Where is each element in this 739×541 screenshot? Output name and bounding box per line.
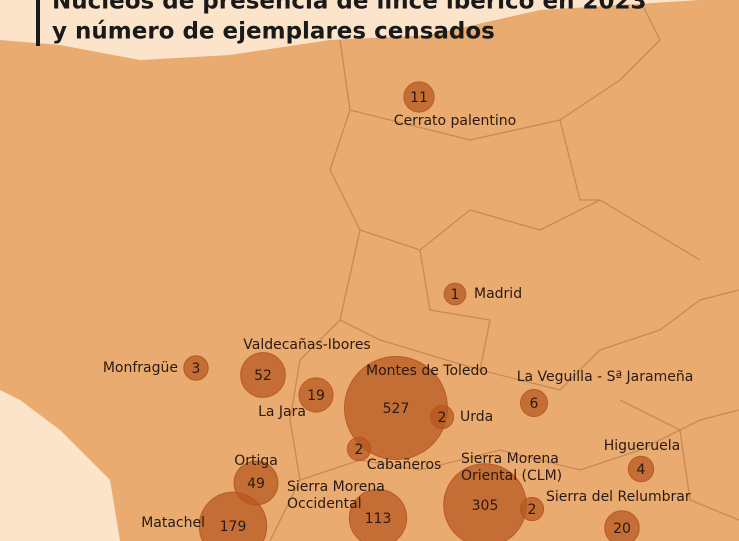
nucleus-label: Montes de Toledo [366, 363, 488, 379]
bubble-count: 1 [451, 287, 460, 303]
nucleus-label: Sierra del Relumbrar [546, 489, 691, 505]
bubble [183, 355, 209, 381]
borders [269, 0, 739, 541]
bubble [627, 455, 655, 483]
bubble-count: 305 [472, 498, 499, 514]
nucleus-label: Monfragüe [103, 360, 178, 376]
bubble [519, 496, 545, 522]
bubble-count: 179 [220, 519, 247, 535]
bubble [240, 352, 286, 398]
bubble [443, 282, 467, 306]
nucleus-label: Valdecañas-Ibores [243, 337, 370, 353]
nucleus-label: Higueruela [604, 438, 681, 454]
bubble-count: 113 [365, 511, 392, 527]
bubble-count: 49 [247, 476, 265, 492]
nucleus-label: Ortiga [234, 453, 278, 469]
bubble [198, 491, 268, 541]
bubble-count: 52 [254, 368, 272, 384]
nucleus-label: Madrid [474, 286, 522, 302]
bubble [519, 388, 549, 418]
title-line: Núcleos de presencia de lince ibérico en… [52, 0, 647, 15]
bubble-count: 4 [637, 462, 646, 478]
title-bar [36, 0, 40, 46]
title-line: y número de ejemplares censados [52, 19, 495, 45]
bubble-count: 6 [530, 396, 539, 412]
bubble-count: 2 [355, 442, 364, 458]
bubble-count: 3 [192, 361, 201, 377]
nucleus-label: Oriental (CLM) [461, 468, 562, 484]
nucleus-label: Urda [460, 409, 493, 425]
nucleus-label: Matachel [141, 515, 205, 531]
bubble [298, 377, 334, 413]
bubble [348, 488, 408, 541]
nucleus-label: Cerrato palentino [394, 113, 516, 129]
bubble [604, 510, 640, 541]
bubble [403, 81, 435, 113]
bubble-count: 20 [613, 521, 631, 537]
nucleus-label: La Veguilla - Sª Jarameña [517, 369, 694, 385]
bubble-count: 527 [383, 401, 410, 417]
bubble-count: 2 [528, 502, 537, 518]
nucleus-label: Cabañeros [367, 457, 442, 473]
bubble [346, 436, 372, 462]
bubble [429, 404, 455, 430]
bubble-count: 11 [410, 90, 428, 106]
nucleus-label: Sierra Morena [287, 479, 385, 495]
bubble-count: 2 [438, 410, 447, 426]
nucleus-label: La Jara [258, 404, 306, 420]
nucleus-label: Sierra Morena [461, 451, 559, 467]
nucleus-label: Occidental [287, 496, 362, 512]
bubble-count: 19 [307, 388, 325, 404]
